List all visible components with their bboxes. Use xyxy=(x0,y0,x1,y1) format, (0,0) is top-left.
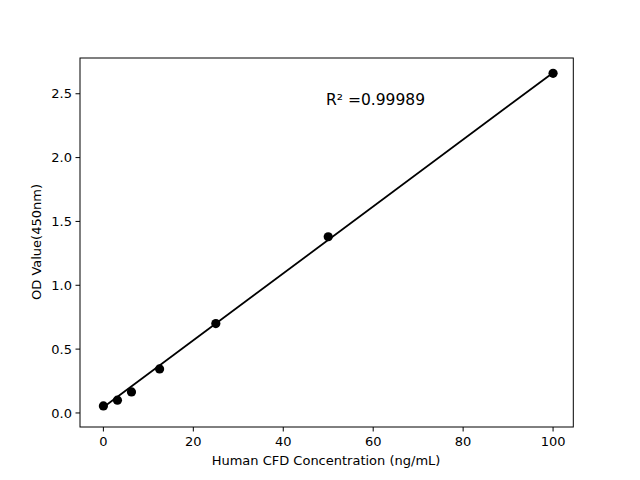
data-point xyxy=(155,364,164,373)
y-tick-label: 1.0 xyxy=(51,278,72,293)
x-tick-label: 20 xyxy=(185,434,202,449)
data-point xyxy=(113,396,122,405)
y-axis-label: OD Value(450nm) xyxy=(29,184,44,300)
y-tick-label: 1.5 xyxy=(51,214,72,229)
data-point xyxy=(324,232,333,241)
data-point xyxy=(127,387,136,396)
y-tick-label: 2.0 xyxy=(51,150,72,165)
x-tick-label: 0 xyxy=(99,434,107,449)
y-tick-label: 0.0 xyxy=(51,406,72,421)
x-tick-label: 40 xyxy=(275,434,292,449)
r-squared-annotation: R² =0.99989 xyxy=(326,91,425,109)
x-axis-label: Human CFD Concentration (ng/mL) xyxy=(212,453,441,468)
x-tick-label: 100 xyxy=(541,434,566,449)
x-tick-label: 60 xyxy=(365,434,382,449)
y-tick-label: 2.5 xyxy=(51,86,72,101)
chart-plot-area: 0 20 40 60 80 100 0.0 0.5 1.0 1.5 2.0 2.5 xyxy=(0,0,640,480)
data-point xyxy=(211,319,220,328)
figure-canvas: 0 20 40 60 80 100 0.0 0.5 1.0 1.5 2.0 2.5 Human CFD… xyxy=(0,0,640,480)
y-tick-label: 0.5 xyxy=(51,342,72,357)
x-tick-label: 80 xyxy=(455,434,472,449)
data-point xyxy=(548,69,557,78)
data-point xyxy=(99,401,108,410)
